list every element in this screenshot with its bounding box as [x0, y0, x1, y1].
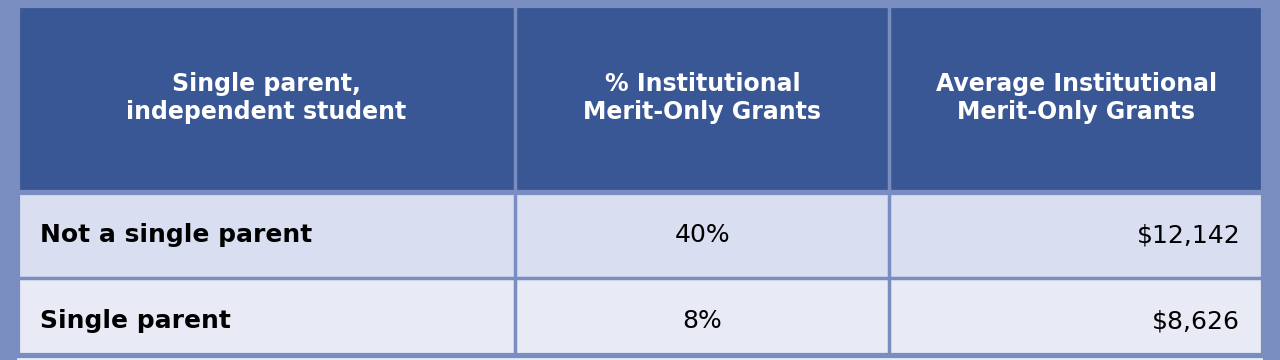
Text: 8%: 8% — [682, 310, 722, 333]
Text: $12,142: $12,142 — [1137, 223, 1240, 247]
Text: $8,626: $8,626 — [1152, 310, 1240, 333]
FancyBboxPatch shape — [890, 278, 1263, 360]
Text: Not a single parent: Not a single parent — [40, 223, 312, 247]
FancyBboxPatch shape — [17, 192, 516, 278]
Text: Single parent,
independent student: Single parent, independent student — [125, 72, 406, 124]
Text: Average Institutional
Merit-Only Grants: Average Institutional Merit-Only Grants — [936, 72, 1217, 124]
FancyBboxPatch shape — [890, 192, 1263, 278]
FancyBboxPatch shape — [516, 192, 890, 278]
FancyBboxPatch shape — [516, 5, 890, 192]
Text: 40%: 40% — [675, 223, 730, 247]
Text: % Institutional
Merit-Only Grants: % Institutional Merit-Only Grants — [584, 72, 822, 124]
FancyBboxPatch shape — [17, 5, 516, 192]
Text: Single parent: Single parent — [40, 310, 230, 333]
FancyBboxPatch shape — [516, 278, 890, 360]
FancyBboxPatch shape — [17, 278, 516, 360]
FancyBboxPatch shape — [890, 5, 1263, 192]
